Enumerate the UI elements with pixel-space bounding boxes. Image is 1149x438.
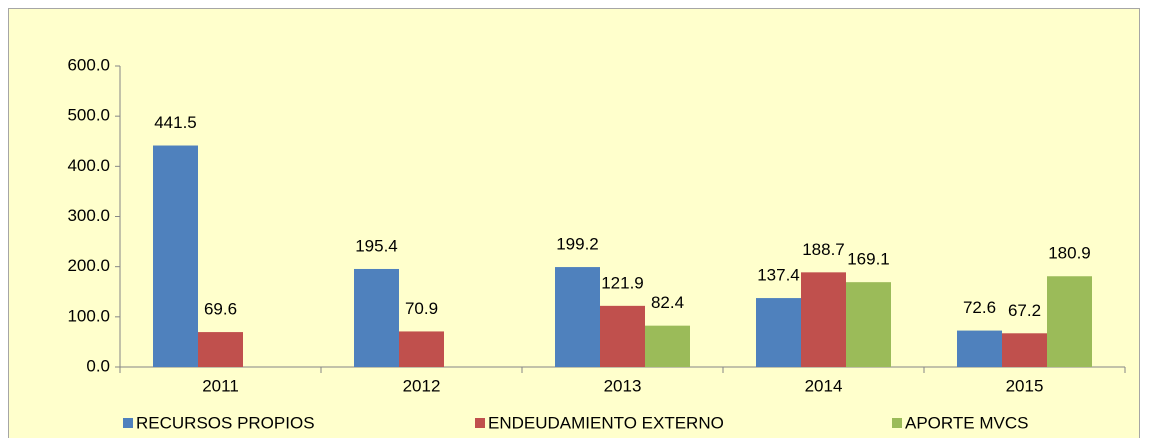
legend-swatch [123,418,133,428]
bar [846,282,891,367]
bar [1002,333,1047,367]
bar [801,272,846,367]
legend-swatch [892,418,902,428]
data-label: 121.9 [601,273,644,292]
legend-label: ENDEUDAMIENTO EXTERNO [488,413,724,432]
legend-swatch [475,418,485,428]
legend-label: RECURSOS PROPIOS [136,413,315,432]
bar [756,298,801,367]
y-tick-label: 600.0 [67,55,110,74]
bar [957,330,1002,367]
x-tick-label: 2012 [403,376,441,395]
data-label: 188.7 [802,240,845,259]
y-tick-label: 100.0 [67,306,110,325]
data-label: 137.4 [757,266,800,285]
data-label: 441.5 [154,113,197,132]
y-tick-label: 300.0 [67,206,110,225]
y-tick-label: 500.0 [67,106,110,125]
x-tick-label: 2015 [1006,376,1044,395]
bar [399,331,444,367]
bar [600,305,645,367]
data-label: 169.1 [847,250,890,269]
data-label: 70.9 [405,299,438,318]
data-label: 69.6 [204,300,237,319]
bar [555,267,600,367]
x-tick-label: 2011 [202,376,239,395]
data-label: 180.9 [1048,244,1091,263]
bar [153,145,198,367]
bar [1047,276,1092,367]
bar [354,268,399,367]
x-tick-label: 2014 [805,376,843,395]
data-label: 199.2 [556,235,599,254]
data-label: 72.6 [963,298,996,317]
data-label: 82.4 [651,293,684,312]
data-label: 195.4 [355,236,398,255]
y-tick-label: 200.0 [67,256,110,275]
y-tick-label: 0.0 [86,356,110,375]
legend-label: APORTE MVCS [905,413,1028,432]
bar [645,325,690,367]
bar [198,332,243,367]
x-tick-label: 2013 [604,376,642,395]
y-tick-label: 400.0 [67,156,110,175]
data-label: 67.2 [1008,301,1041,320]
